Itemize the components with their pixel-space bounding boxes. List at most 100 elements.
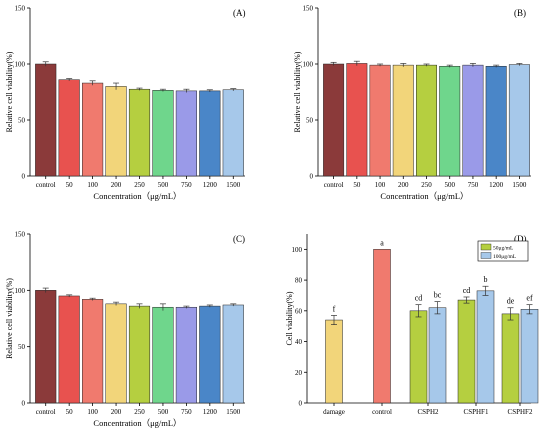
bar (222, 304, 244, 404)
x-tick-label: CSPHF1 (464, 408, 489, 416)
bar (373, 249, 391, 404)
y-axis-label: Relative cell viability(%) (5, 278, 14, 359)
bar (199, 90, 221, 177)
x-tick-label: 100 (375, 181, 386, 189)
bar (152, 306, 174, 404)
x-tick-label: CSPHF2 (508, 408, 533, 416)
y-tick-label: 100 (292, 246, 303, 254)
bar (175, 90, 197, 177)
bar (520, 309, 539, 404)
y-tick-label: 80 (295, 277, 303, 285)
x-tick-label: 50 (66, 181, 74, 189)
x-axis-label: Concentration（μg/mL） (93, 418, 181, 428)
y-axis-label: Relative cell viability(%) (5, 51, 14, 132)
y-tick-label: 0 (22, 173, 26, 181)
panel-label: (B) (514, 8, 526, 18)
significance-letter: cd (463, 286, 471, 295)
bar (409, 310, 428, 404)
y-tick-label: 150 (15, 5, 26, 13)
legend-swatch (480, 243, 492, 251)
legend-entry: 100μg/mL (493, 254, 517, 260)
bar (82, 299, 104, 404)
x-tick-label: 250 (421, 181, 432, 189)
x-tick-label: 1200 (489, 181, 504, 189)
x-axis-label: Concentration（μg/mL） (93, 191, 181, 201)
x-tick-label: 200 (398, 181, 409, 189)
bar (457, 299, 476, 404)
legend-swatch (480, 252, 492, 259)
bar (428, 307, 447, 404)
significance-letter: ef (526, 294, 533, 303)
x-tick-label: 50 (353, 181, 361, 189)
panel-label: (A) (233, 8, 246, 18)
x-tick-label: 50 (66, 408, 74, 416)
x-tick-label: 750 (468, 181, 479, 189)
bar (416, 64, 437, 177)
y-tick-label: 100 (15, 287, 26, 295)
bar (476, 290, 495, 404)
significance-letter: de (507, 297, 515, 306)
bar (369, 64, 391, 177)
y-tick-label: 100 (15, 61, 26, 69)
panel-label: (D) (514, 234, 527, 244)
significance-letter: cd (415, 294, 423, 303)
x-tick-label: control (36, 181, 56, 189)
y-tick-label: 0 (310, 173, 314, 181)
bar (35, 290, 57, 404)
significance-letter: b (484, 275, 488, 284)
x-tick-label: 100 (87, 181, 98, 189)
bar (325, 319, 343, 404)
bar (508, 64, 530, 177)
x-tick-label: 250 (134, 408, 145, 416)
x-tick-label: CSPH2 (417, 408, 439, 416)
y-tick-label: 150 (303, 5, 314, 13)
bar (392, 64, 414, 177)
y-tick-label: 50 (18, 117, 26, 125)
y-tick-label: 60 (295, 307, 303, 315)
significance-letter: f (333, 304, 336, 313)
bar (58, 295, 80, 404)
x-tick-label: 500 (444, 181, 455, 189)
bar (346, 63, 368, 177)
bar (35, 63, 57, 177)
x-axis-label: Concentration（μg/mL） (380, 191, 468, 201)
bar (152, 90, 174, 177)
bar (485, 65, 507, 177)
legend-entry: 50μg/mL (493, 246, 514, 252)
bar (501, 313, 520, 404)
y-axis-label: Cell viability(%) (285, 291, 294, 345)
y-tick-label: 0 (22, 400, 26, 408)
x-tick-label: 500 (158, 408, 169, 416)
y-tick-label: 0 (299, 400, 303, 408)
x-tick-label: control (36, 408, 56, 416)
y-axis-label: Relative cell viability(%) (293, 51, 302, 132)
x-tick-label: 1500 (512, 181, 527, 189)
x-tick-label: 200 (111, 408, 122, 416)
x-tick-label: 750 (181, 181, 192, 189)
y-tick-label: 40 (295, 338, 303, 346)
bar (222, 89, 244, 177)
bar (105, 86, 127, 177)
y-tick-label: 50 (306, 117, 314, 125)
bar (128, 305, 151, 404)
x-tick-label: 500 (158, 181, 169, 189)
panel-label: (C) (233, 234, 245, 244)
bar (128, 88, 151, 177)
bar (199, 305, 221, 404)
y-tick-label: 100 (303, 61, 314, 69)
bar (82, 82, 104, 177)
x-tick-label: control (324, 181, 344, 189)
y-tick-label: 20 (295, 369, 303, 377)
x-tick-label: 200 (111, 181, 122, 189)
bar (462, 64, 484, 177)
x-tick-label: 1500 (226, 408, 241, 416)
x-tick-label: 1200 (203, 181, 218, 189)
x-tick-label: 100 (87, 408, 98, 416)
significance-letter: a (380, 238, 384, 247)
y-tick-label: 50 (18, 343, 26, 351)
bar (323, 63, 345, 177)
x-tick-label: control (372, 408, 392, 416)
x-tick-label: 250 (134, 181, 145, 189)
significance-letter: bc (434, 291, 442, 300)
